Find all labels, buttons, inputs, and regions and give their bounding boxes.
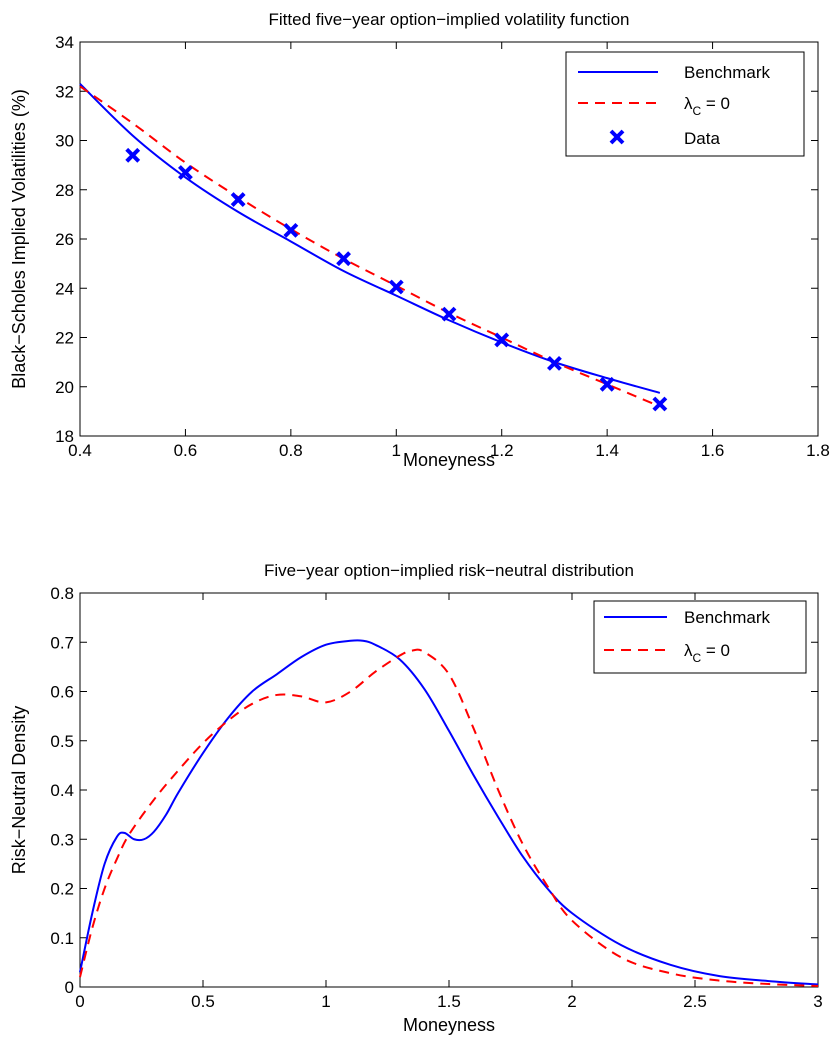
volatility-ytick-label: 20 [55,378,74,397]
volatility-ytick-label: 24 [55,279,74,298]
legend-data-marker [609,129,625,145]
volatility-xtick-label: 1.8 [806,441,830,460]
volatility-xtick-label: 0.8 [279,441,303,460]
volatility-ytick-label: 28 [55,181,74,200]
chart-volatility: Fitted five−year option−implied volatili… [9,10,830,470]
legend-data-label: Data [684,129,720,148]
volatility-data-point [125,147,141,163]
volatility-ytick-label: 32 [55,82,74,101]
chart-density-ylabel: Risk−Neutral Density [9,706,29,875]
chart-volatility-ylabel: Black−Scholes Implied Volatilities (%) [9,89,29,389]
density-series-lambda-line [79,648,819,988]
chart-volatility-legend-box [565,51,805,157]
density-xtick-label: 0.5 [191,992,215,1011]
density-ytick-label: 0.6 [50,683,74,702]
legend2-lambda-label: λC = 0 [684,641,730,665]
volatility-data-point [441,306,457,322]
volatility-xtick-label: 1.6 [701,441,725,460]
density-xtick-label: 1.5 [437,992,461,1011]
chart-density-xlabel: Moneyness [403,1015,495,1035]
chart-density-legend: Benchmark λC = 0 [593,600,807,674]
density-ytick-label: 0 [65,978,74,997]
volatility-data-point [178,165,193,180]
density-ytick-label: 0.2 [50,880,74,899]
volatility-data-point [388,279,404,295]
chart-volatility-title: Fitted five−year option−implied volatili… [269,10,630,29]
chart-density-series [79,639,819,988]
chart-volatility-xlabel: Moneyness [403,450,495,470]
density-series-benchmark-line [79,639,819,986]
legend-benchmark-label: Benchmark [684,63,770,82]
chart-density: Five−year option−implied risk−neutral di… [9,561,823,1035]
volatility-ytick-label: 30 [55,132,74,151]
volatility-ytick-label: 26 [55,230,74,249]
chart-volatility-ticks: 0.4 0.6 0.8 1 1.2 1.4 1.6 1.8 18 20 22 24 26 28 30 32 34 [55,33,830,460]
density-ytick-label: 0.7 [50,633,74,652]
chart-density-ticks: 0 0.5 1 1.5 2 2.5 3 0 0.1 0.2 0.3 0.4 0.5 0.6 0.7 0.8 [50,584,822,1011]
density-ytick-label: 0.1 [50,929,74,948]
volatility-ytick-label: 34 [55,33,74,52]
volatility-data-point [336,251,351,267]
volatility-xtick-label: 0.6 [174,441,198,460]
legend2-benchmark-label: Benchmark [684,608,770,627]
density-ytick-label: 0.8 [50,584,74,603]
chart-density-title: Five−year option−implied risk−neutral di… [264,561,634,580]
volatility-xtick-label: 1.2 [490,441,514,460]
volatility-xtick-label: 1 [392,441,401,460]
volatility-data-point [494,332,510,348]
chart-volatility-legend: Benchmark λC = 0 Data [565,51,805,157]
density-ytick-label: 0.4 [50,781,74,800]
density-xtick-label: 3 [813,992,822,1011]
volatility-data-point [652,396,668,412]
volatility-ytick-label: 18 [55,427,74,446]
volatility-data-point [599,376,615,392]
volatility-data-point [230,192,246,208]
density-xtick-label: 2 [567,992,576,1011]
density-ytick-label: 0.5 [50,732,74,751]
density-xtick-label: 0 [75,992,84,1011]
chart-density-legend-box [593,600,807,674]
density-ytick-label: 0.3 [50,830,74,849]
volatility-xtick-label: 1.4 [595,441,619,460]
volatility-data-point [283,222,299,238]
volatility-ytick-label: 22 [55,329,74,348]
volatility-data-point [547,355,562,371]
density-xtick-label: 2.5 [683,992,707,1011]
density-xtick-label: 1 [321,992,330,1011]
chart-volatility-series [79,83,668,412]
volatility-xtick-label: 0.4 [68,441,92,460]
